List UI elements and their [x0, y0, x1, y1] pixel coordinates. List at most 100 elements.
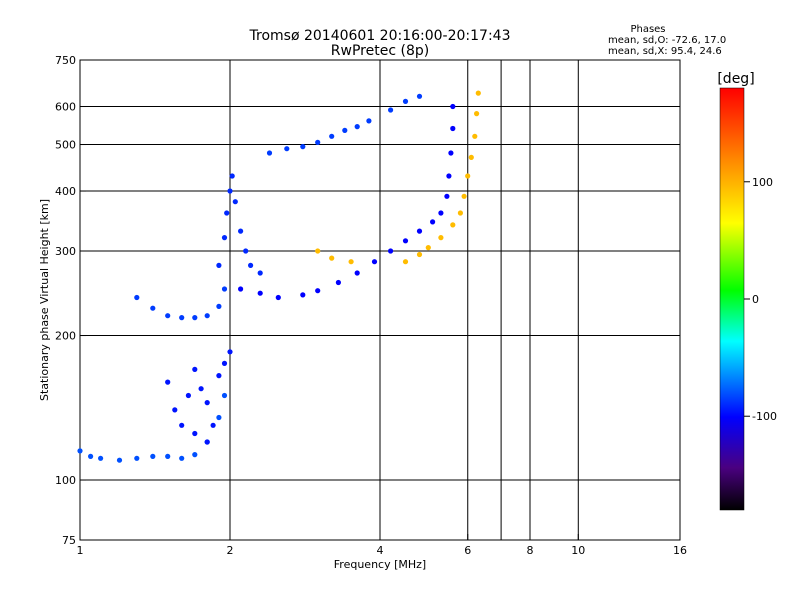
data-point [465, 173, 471, 179]
data-point [179, 315, 185, 321]
data-point [444, 193, 450, 199]
data-point [342, 127, 348, 133]
data-point [204, 400, 210, 406]
data-point [329, 255, 335, 261]
data-point [192, 315, 198, 321]
x-tick-label: 16 [673, 544, 687, 557]
data-point [371, 259, 378, 265]
data-point [221, 235, 228, 241]
data-point [185, 392, 191, 399]
trace-3 [216, 173, 263, 276]
x-tick-label: 10 [571, 544, 585, 557]
data-point [416, 251, 423, 258]
data-point [216, 373, 222, 379]
data-point [134, 294, 140, 301]
data-point [116, 457, 123, 463]
data-point [335, 279, 341, 286]
data-point [192, 452, 198, 458]
x-axis: 1 2 4 6 8 10 16 [77, 534, 687, 557]
colorbar-ticks: 100 0 -100 [744, 176, 777, 423]
data-point [221, 392, 228, 399]
data-point [257, 270, 263, 276]
data-point [448, 150, 454, 156]
data-point [388, 107, 394, 113]
y-tick-label: 400 [55, 185, 76, 198]
data-point [150, 305, 156, 311]
data-point [248, 262, 254, 268]
data-point [266, 150, 273, 156]
x-tick-label: 2 [227, 544, 234, 557]
data-point [227, 349, 233, 355]
chart-subtitle: RwPretec (8p) [331, 43, 429, 59]
trace-0 [77, 392, 228, 463]
data-point [430, 219, 436, 225]
data-point [475, 90, 481, 96]
data-point [238, 228, 244, 234]
x-tick-label: 4 [377, 544, 384, 557]
data-point [221, 360, 228, 366]
stats-line-x: mean, sd,X: 95.4, 24.6 [608, 46, 722, 57]
data-point [425, 245, 431, 251]
data-point [468, 154, 474, 160]
y-tick-label: 200 [55, 330, 76, 343]
trace-4 [238, 103, 456, 301]
data-point [77, 448, 83, 454]
x-tick-label: 8 [527, 544, 534, 557]
data-point [450, 222, 456, 228]
data-point [210, 422, 216, 428]
trace-2 [134, 286, 228, 321]
colorbar-label: [deg] [717, 71, 754, 87]
y-axis-label: Stationary phase Virtual Height [km] [38, 199, 51, 401]
stats-heading: Phases [630, 24, 665, 35]
data-point [438, 210, 444, 216]
y-tick-label: 75 [62, 534, 76, 547]
y-tick-label: 300 [55, 245, 76, 258]
data-point [227, 188, 233, 194]
data-point [179, 422, 185, 428]
data-point [172, 407, 178, 413]
data-point [134, 455, 140, 461]
data-point [366, 118, 372, 124]
data-point [402, 98, 409, 104]
data-point [88, 453, 94, 459]
colorbar [719, 87, 745, 511]
y-tick-label: 500 [55, 139, 76, 152]
data-point [402, 238, 409, 244]
x-tick-label: 1 [77, 544, 84, 557]
data-point [315, 248, 321, 254]
trace-1 [165, 349, 233, 445]
data-point [329, 133, 335, 139]
data-point [216, 303, 222, 309]
colorbar-tick-label: 100 [752, 176, 773, 189]
data-point [150, 453, 156, 459]
colorbar-tick-label: -100 [752, 410, 777, 423]
data-point [275, 294, 281, 301]
data-point [284, 146, 290, 152]
data-point [354, 124, 360, 130]
data-point [354, 270, 360, 276]
data-point [216, 262, 222, 268]
chart-title: Tromsø 20140601 20:16:00-20:17:43 [249, 28, 511, 44]
grid-lines [80, 60, 680, 540]
y-tick-label: 600 [55, 101, 76, 114]
y-tick-label: 100 [55, 474, 76, 487]
data-point [446, 173, 452, 179]
data-point [438, 235, 444, 241]
colorbar-tick-label: 0 [752, 293, 759, 306]
data-point [204, 439, 210, 445]
data-point [461, 193, 467, 199]
data-point [450, 103, 456, 110]
data-point [224, 210, 230, 216]
data-point [216, 414, 222, 421]
data-point [165, 313, 171, 319]
data-point [204, 313, 210, 319]
data-point [165, 379, 171, 385]
data-point [232, 199, 238, 205]
data-point [192, 366, 198, 372]
x-tick-label: 6 [464, 544, 471, 557]
data-point [98, 455, 104, 461]
data-point [348, 259, 354, 265]
data-point [192, 430, 198, 437]
data-point [315, 288, 321, 294]
x-axis-label: Frequency [MHz] [334, 558, 426, 571]
